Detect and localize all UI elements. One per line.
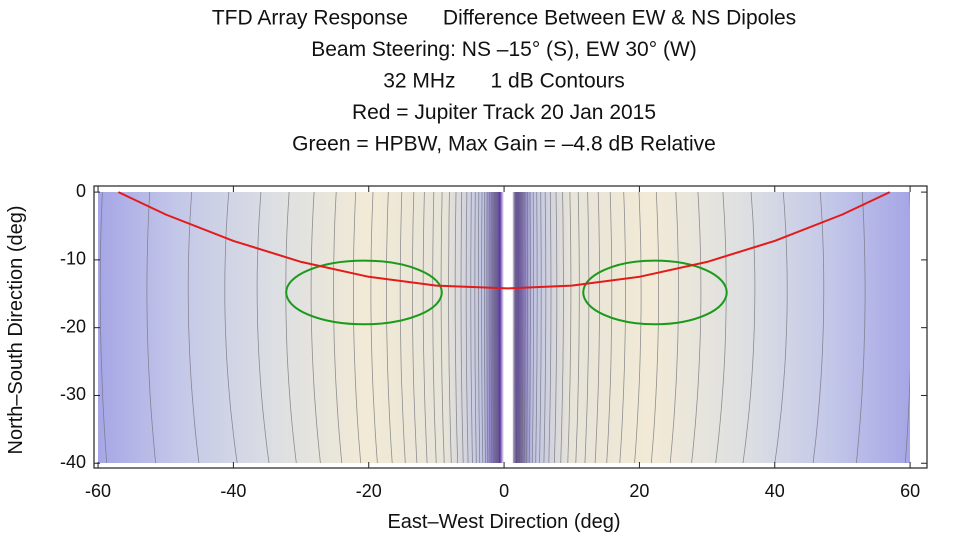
x-tick-label: -40 [220, 481, 246, 501]
x-tick-label: 20 [629, 481, 649, 501]
x-tick-label: 60 [900, 481, 920, 501]
x-tick-label: -60 [85, 481, 111, 501]
contour-field [98, 192, 910, 463]
chart-title: Red = Jupiter Track 20 Jan 2015 [352, 101, 656, 124]
y-tick-label: 0 [76, 181, 86, 201]
x-axis-label: East–West Direction (deg) [387, 511, 620, 533]
chart-title: Beam Steering: NS –15° (S), EW 30° (W) [311, 38, 697, 61]
x-tick-label: -20 [356, 481, 382, 501]
chart-title: 32 MHz 1 dB Contours [383, 70, 625, 93]
chart-title: TFD Array Response Difference Between EW… [212, 7, 796, 30]
y-tick-label: -40 [60, 452, 86, 472]
chart-title: Green = HPBW, Max Gain = –4.8 dB Relativ… [292, 133, 716, 156]
y-axis-label: North–South Direction (deg) [5, 205, 27, 454]
y-tick-label: -20 [60, 316, 86, 336]
x-tick-label: 40 [765, 481, 785, 501]
y-tick-label: -30 [60, 384, 86, 404]
x-tick-label: 0 [499, 481, 509, 501]
y-tick-label: -10 [60, 249, 86, 269]
